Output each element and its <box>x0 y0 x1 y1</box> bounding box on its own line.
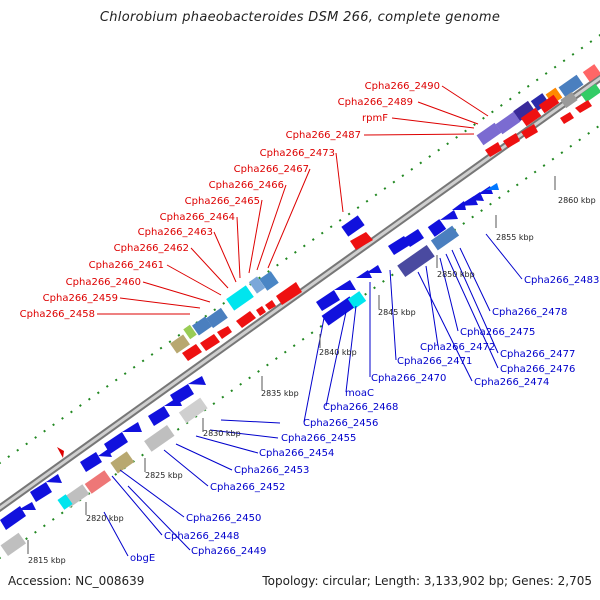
gene-label-cpha266-2470[interactable]: Cpha266_2470 <box>371 373 446 384</box>
kbp-mark-2855: 2855 kbp <box>496 233 534 242</box>
tick-track-forward <box>0 33 600 465</box>
gene-label-cpha266-2455[interactable]: Cpha266_2455 <box>281 433 356 444</box>
gene-label-cpha266-2477[interactable]: Cpha266_2477 <box>500 349 575 360</box>
gene-label-cpha266-2450[interactable]: Cpha266_2450 <box>186 513 261 524</box>
gene-label-cpha266-2483[interactable]: Cpha266_2483 <box>524 275 599 286</box>
gene-label-cpha266-2476[interactable]: Cpha266_2476 <box>500 364 575 375</box>
gene-label-cpha266-2456[interactable]: Cpha266_2456 <box>303 418 378 429</box>
forward-leader-lines <box>97 85 489 315</box>
gene-label-cpha266-2463[interactable]: Cpha266_2463 <box>138 227 213 238</box>
kbp-mark-2845: 2845 kbp <box>378 308 416 317</box>
genome-title: Chlorobium phaeobacteroides DSM 266, com… <box>99 10 501 25</box>
kbp-mark-2860: 2860 kbp <box>558 196 596 205</box>
gene-label-cpha266-2464[interactable]: Cpha266_2464 <box>160 212 235 223</box>
reverse-leader-lines <box>103 233 523 557</box>
reverse-gene-labels: Cpha266_2483 Cpha266_2478 Cpha266_2475 C… <box>130 275 599 564</box>
gene-label-cpha266-2449[interactable]: Cpha266_2449 <box>191 546 266 557</box>
forward-gene-labels: Cpha266_2490 Cpha266_2489 rpmF Cpha266_2… <box>20 81 440 320</box>
gene-label-cpha266-2468[interactable]: Cpha266_2468 <box>323 402 398 413</box>
gene-label-cpha266-2454[interactable]: Cpha266_2454 <box>259 448 334 459</box>
kbp-mark-2850: 2850 kbp <box>437 270 475 279</box>
gene-label-moac[interactable]: moaC <box>345 388 374 399</box>
topology-text: Topology: circular; Length: 3,133,902 bp… <box>262 574 592 588</box>
kbp-mark-2835: 2835 kbp <box>261 389 299 398</box>
gene-label-cpha266-2465[interactable]: Cpha266_2465 <box>185 196 260 207</box>
gene-label-cpha266-2475[interactable]: Cpha266_2475 <box>460 327 535 338</box>
gene-label-cpha266-2460[interactable]: Cpha266_2460 <box>66 277 141 288</box>
forward-gene-track <box>170 64 600 361</box>
gene-label-cpha266-2452[interactable]: Cpha266_2452 <box>210 482 285 493</box>
gene-label-cpha266-2489[interactable]: Cpha266_2489 <box>338 97 413 108</box>
kbp-mark-2840: 2840 kbp <box>319 348 357 357</box>
gene-label-cpha266-2448[interactable]: Cpha266_2448 <box>164 531 239 542</box>
gene-label-cpha266-2467[interactable]: Cpha266_2467 <box>234 164 309 175</box>
gene-label-cpha266-2478[interactable]: Cpha266_2478 <box>492 307 567 318</box>
origin-marker <box>57 447 64 458</box>
tick-track-reverse <box>0 123 600 560</box>
gene-label-cpha266-2487[interactable]: Cpha266_2487 <box>286 130 361 141</box>
gene-label-cpha266-2490[interactable]: Cpha266_2490 <box>365 81 440 92</box>
kbp-mark-2820: 2820 kbp <box>86 514 124 523</box>
gene-label-rpmf[interactable]: rpmF <box>362 113 388 124</box>
reverse-gene-track <box>0 183 499 557</box>
gene-label-cpha266-2474[interactable]: Cpha266_2474 <box>474 377 549 388</box>
gene-label-cpha266-2453[interactable]: Cpha266_2453 <box>234 465 309 476</box>
gene-label-cpha266-2466[interactable]: Cpha266_2466 <box>209 180 284 191</box>
accession-text: Accession: NC_008639 <box>8 574 145 588</box>
gene-label-cpha266-2462[interactable]: Cpha266_2462 <box>114 243 189 254</box>
gene-label-cpha266-2472[interactable]: Cpha266_2472 <box>420 342 495 353</box>
gene-label-obge[interactable]: obgE <box>130 553 155 564</box>
gene-label-cpha266-2459[interactable]: Cpha266_2459 <box>43 293 118 304</box>
kbp-mark-2825: 2825 kbp <box>145 471 183 480</box>
kbp-mark-2830: 2830 kbp <box>203 429 241 438</box>
gene-label-cpha266-2461[interactable]: Cpha266_2461 <box>89 260 164 271</box>
gene-label-cpha266-2473[interactable]: Cpha266_2473 <box>260 148 335 159</box>
gene-label-cpha266-2471[interactable]: Cpha266_2471 <box>397 356 472 367</box>
gene-label-cpha266-2458[interactable]: Cpha266_2458 <box>20 309 95 320</box>
kbp-mark-2815: 2815 kbp <box>28 556 66 565</box>
kbp-scale: 2815 kbp 2820 kbp 2825 kbp 2830 kbp 2835… <box>27 176 596 565</box>
